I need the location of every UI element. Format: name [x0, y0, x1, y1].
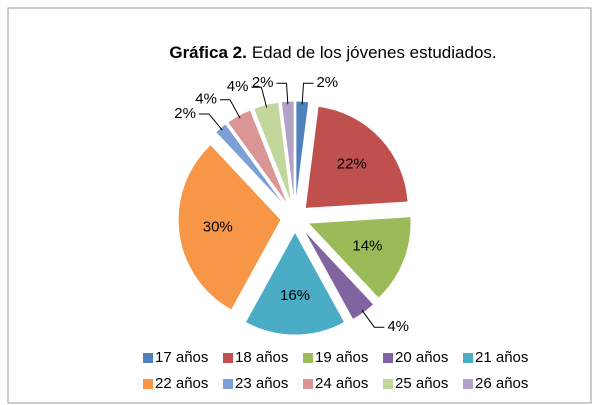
data-label: 4%	[227, 78, 249, 95]
pie-slice	[177, 143, 282, 311]
legend-swatch	[143, 379, 153, 389]
chart-frame	[7, 7, 592, 404]
data-label: 4%	[195, 91, 217, 108]
legend-label: 17 años	[155, 349, 208, 366]
legend-swatch	[223, 379, 233, 389]
legend-label: 26 años	[475, 375, 528, 392]
leader-line	[198, 113, 223, 131]
legend-swatch	[463, 353, 473, 363]
legend-swatch	[463, 379, 473, 389]
data-label: 30%	[203, 219, 233, 236]
chart-title: Gráfica 2. Edad de los jóvenes estudiados…	[169, 43, 496, 62]
leader-line	[251, 86, 268, 108]
legend-label: 25 años	[395, 375, 448, 392]
data-label: 2%	[316, 74, 338, 91]
pie-slice	[306, 216, 412, 299]
leader-line	[361, 309, 385, 328]
legend-label: 21 años	[475, 349, 528, 366]
data-label: 22%	[337, 156, 367, 173]
legend-swatch	[303, 353, 313, 363]
data-label: 14%	[352, 238, 382, 255]
pie-slice	[244, 230, 346, 336]
leader-line	[219, 99, 241, 119]
data-label: 2%	[252, 74, 274, 91]
data-label: 16%	[280, 287, 310, 304]
title-label: Gráfica 2.	[169, 43, 247, 62]
legend-label: 19 años	[315, 349, 368, 366]
data-label: 2%	[174, 105, 196, 122]
title-text: Edad de los jóvenes estudiados.	[252, 43, 497, 62]
legend-swatch	[143, 353, 153, 363]
leader-line	[276, 82, 289, 105]
leader-line	[301, 82, 314, 105]
legend-label: 22 años	[155, 375, 208, 392]
legend-label: 23 años	[235, 375, 288, 392]
legend-swatch	[223, 353, 233, 363]
legend-swatch	[383, 353, 393, 363]
legend-label: 20 años	[395, 349, 448, 366]
legend-swatch	[383, 379, 393, 389]
data-label: 4%	[387, 318, 409, 335]
legend-label: 18 años	[235, 349, 288, 366]
legend-label: 24 años	[315, 375, 368, 392]
pie-slice	[304, 105, 409, 209]
legend-swatch	[303, 379, 313, 389]
